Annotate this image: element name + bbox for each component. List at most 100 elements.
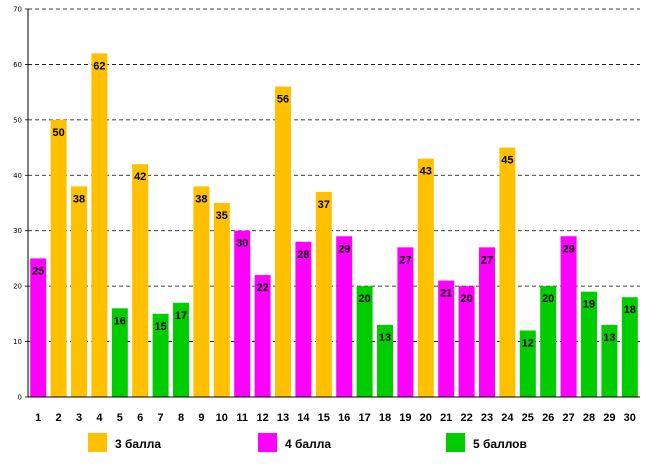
y-axis: 0 10 20 30 40 50 60 70 <box>13 6 29 402</box>
bar-26 <box>540 286 557 397</box>
data-label-25: 12 <box>522 337 534 349</box>
y-tick-label-20: 20 <box>13 283 22 291</box>
data-label-10: 35 <box>216 210 228 222</box>
x-axis: 1 2 3 4 5 6 7 8 9 10 11 12 13 14 15 16 17 18 19 20 21 22 23 24 2… <box>28 396 640 424</box>
data-label-6: 42 <box>134 171 146 183</box>
legend-swatch-5 <box>446 433 465 452</box>
legend-label-5: 5 баллов <box>473 437 527 451</box>
bar-14 <box>295 241 312 397</box>
gridlines <box>28 8 640 342</box>
legend-label-3: 3 балла <box>115 437 161 451</box>
data-label-15: 37 <box>318 199 330 211</box>
data-label-26: 20 <box>542 293 554 305</box>
bar-18 <box>377 324 393 397</box>
y-tick-label-50: 50 <box>13 116 22 124</box>
bar-5 <box>111 308 128 397</box>
x-tick-label-8: 8 <box>178 412 184 424</box>
x-tick-label-19: 19 <box>399 412 411 424</box>
x-tick-label-11: 11 <box>236 412 248 424</box>
data-label-18: 13 <box>379 332 391 344</box>
data-label-13: 56 <box>277 94 289 106</box>
x-tick-label-3: 3 <box>76 412 82 424</box>
data-label-8: 17 <box>175 310 187 322</box>
x-tick-label-6: 6 <box>137 412 143 424</box>
bar-30 <box>621 297 638 397</box>
data-label-23: 27 <box>481 254 493 266</box>
x-tick-label-29: 29 <box>603 412 615 424</box>
x-tick-label-21: 21 <box>440 412 452 424</box>
bar-11 <box>234 230 251 397</box>
data-label-17: 20 <box>358 293 370 305</box>
data-label-22: 20 <box>460 293 472 305</box>
x-tick-label-12: 12 <box>256 412 268 424</box>
bar-7 <box>152 313 169 397</box>
data-label-3: 38 <box>73 193 85 205</box>
bar-13 <box>275 86 291 397</box>
data-label-7: 15 <box>154 321 166 333</box>
x-tick-label-2: 2 <box>56 412 62 424</box>
data-label-20: 43 <box>420 166 432 178</box>
data-label-5: 16 <box>114 315 126 327</box>
data-label-2: 50 <box>52 127 64 139</box>
bar-25 <box>519 330 536 397</box>
y-tick-label-40: 40 <box>13 172 22 180</box>
x-tick-label-9: 9 <box>198 412 204 424</box>
data-label-27: 29 <box>562 243 574 255</box>
data-label-29: 13 <box>603 332 615 344</box>
x-tick-label-24: 24 <box>501 412 514 424</box>
x-tick-label-5: 5 <box>117 412 123 424</box>
data-label-12: 22 <box>256 282 268 294</box>
bar-23 <box>479 247 495 397</box>
data-label-24: 45 <box>501 155 513 167</box>
bar-1 <box>30 258 47 397</box>
bar-22 <box>458 286 475 397</box>
x-tick-label-10: 10 <box>216 412 228 424</box>
x-tick-label-7: 7 <box>158 412 164 424</box>
legend-swatch-4 <box>258 433 277 452</box>
bar-20 <box>417 158 434 397</box>
data-label-21: 21 <box>440 288 452 300</box>
bar-16 <box>336 236 353 397</box>
data-label-9: 38 <box>195 193 207 205</box>
bar-28 <box>581 291 597 397</box>
data-label-11: 30 <box>236 238 248 250</box>
bar-6 <box>132 164 149 397</box>
x-tick-label-26: 26 <box>542 412 554 424</box>
x-tick-label-14: 14 <box>297 412 310 424</box>
bar-17 <box>356 286 373 397</box>
legend-swatch-3 <box>88 433 107 452</box>
x-tick-label-17: 17 <box>358 412 370 424</box>
data-label-19: 27 <box>399 254 411 266</box>
x-tick-label-23: 23 <box>481 412 493 424</box>
x-tick-label-22: 22 <box>460 412 472 424</box>
bar-2 <box>50 119 67 397</box>
data-label-1: 25 <box>32 265 44 277</box>
x-tick-label-1: 1 <box>35 412 41 424</box>
x-tick-label-15: 15 <box>318 412 330 424</box>
legend: 3 балла 4 балла 5 баллов <box>88 433 527 452</box>
bars <box>30 53 638 397</box>
bar-9 <box>193 186 210 397</box>
bar-24 <box>499 147 516 397</box>
bar-8 <box>173 302 189 397</box>
x-tick-label-4: 4 <box>96 412 103 424</box>
data-labels: 25 50 38 62 16 42 15 17 38 35 30 22 56 28 37 29 20 13 27 43… <box>32 60 636 349</box>
bar-10 <box>213 203 230 397</box>
data-label-28: 19 <box>583 299 595 311</box>
x-tick-label-28: 28 <box>583 412 595 424</box>
bar-15 <box>315 191 332 397</box>
data-label-16: 29 <box>338 243 350 255</box>
data-label-14: 28 <box>297 249 309 261</box>
data-label-30: 18 <box>624 304 636 316</box>
y-tick-label-0: 0 <box>18 394 22 402</box>
bar-29 <box>601 324 618 397</box>
bar-21 <box>438 280 455 397</box>
x-tick-label-25: 25 <box>522 412 534 424</box>
x-tick-label-16: 16 <box>338 412 350 424</box>
bar-19 <box>397 247 414 397</box>
y-tick-label-70: 70 <box>13 6 22 14</box>
x-tick-label-20: 20 <box>420 412 432 424</box>
legend-label-4: 4 балла <box>285 437 331 451</box>
x-tick-label-27: 27 <box>562 412 574 424</box>
